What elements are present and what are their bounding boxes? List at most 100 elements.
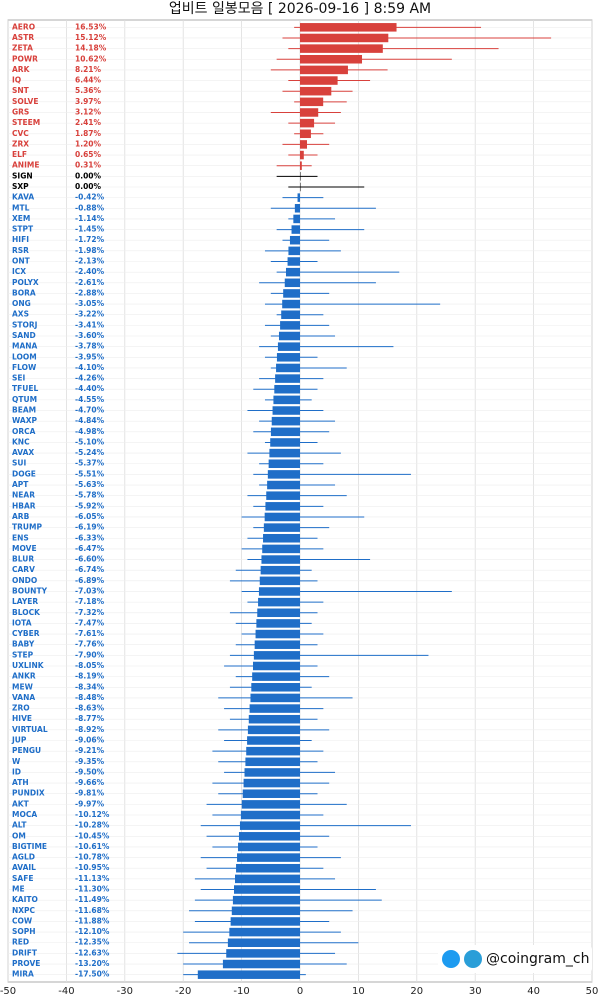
value-label: -9.35% bbox=[75, 757, 105, 766]
bar bbox=[238, 842, 300, 852]
bar bbox=[247, 736, 300, 745]
category-label: AKT bbox=[12, 799, 30, 808]
bar bbox=[267, 470, 300, 479]
value-label: -3.78% bbox=[75, 342, 105, 351]
value-label: 6.44% bbox=[75, 76, 102, 85]
bar bbox=[264, 512, 300, 522]
category-label: VANA bbox=[12, 693, 35, 702]
bar bbox=[282, 299, 300, 309]
category-label: BORA bbox=[12, 288, 36, 297]
bar bbox=[300, 182, 301, 192]
bar bbox=[252, 661, 300, 671]
category-label: AGLD bbox=[12, 853, 35, 862]
bar bbox=[300, 172, 301, 181]
value-label: -7.32% bbox=[75, 608, 105, 617]
category-label: ORCA bbox=[12, 427, 36, 436]
value-label: -9.66% bbox=[75, 778, 105, 787]
bar bbox=[270, 427, 300, 437]
category-label: TRUMP bbox=[12, 523, 42, 532]
bar bbox=[283, 289, 300, 298]
value-label: 8.21% bbox=[75, 65, 102, 74]
value-label: 0.00% bbox=[75, 171, 102, 180]
value-label: -12.63% bbox=[75, 948, 110, 957]
category-label: XEM bbox=[12, 214, 30, 223]
category-label: QTUM bbox=[12, 395, 37, 404]
bar bbox=[300, 33, 389, 43]
category-label: HIVE bbox=[12, 714, 32, 723]
bar bbox=[245, 757, 300, 767]
category-label: ATH bbox=[12, 778, 29, 787]
value-label: -1.14% bbox=[75, 214, 105, 223]
category-label: ZRO bbox=[12, 704, 30, 713]
category-label: KAVA bbox=[12, 193, 34, 202]
value-label: -3.05% bbox=[75, 299, 105, 308]
value-label: 3.12% bbox=[75, 107, 102, 116]
bar bbox=[274, 384, 300, 394]
value-label: -4.26% bbox=[75, 374, 105, 383]
category-label: SEI bbox=[12, 374, 26, 383]
value-label: -6.19% bbox=[75, 523, 105, 532]
category-label: MEW bbox=[12, 682, 34, 691]
value-label: -1.98% bbox=[75, 246, 105, 255]
bar bbox=[247, 725, 300, 735]
category-label: ONT bbox=[12, 257, 31, 266]
value-label: -5.51% bbox=[75, 469, 105, 478]
category-label: TFUEL bbox=[12, 384, 38, 393]
category-label: PUNDIX bbox=[12, 789, 45, 798]
value-label: -5.92% bbox=[75, 501, 105, 510]
value-label: 1.87% bbox=[75, 129, 102, 138]
x-tick-label: 20 bbox=[410, 986, 423, 997]
category-label: ME bbox=[12, 885, 25, 894]
value-label: -11.49% bbox=[75, 895, 110, 904]
value-label: -12.10% bbox=[75, 927, 110, 936]
value-label: -9.06% bbox=[75, 736, 105, 745]
value-label: -5.63% bbox=[75, 480, 105, 489]
category-label: ELF bbox=[12, 150, 27, 159]
category-label: ARB bbox=[12, 512, 30, 521]
value-label: -6.89% bbox=[75, 576, 105, 585]
category-label: ASTR bbox=[12, 33, 34, 42]
value-label: 14.18% bbox=[75, 44, 107, 53]
value-label: -1.45% bbox=[75, 225, 105, 234]
value-label: -11.88% bbox=[75, 916, 110, 925]
value-label: 0.31% bbox=[75, 161, 102, 170]
category-label: MOVE bbox=[12, 544, 37, 553]
bar bbox=[197, 970, 300, 979]
x-tick-label: -10 bbox=[233, 986, 249, 997]
bar bbox=[231, 906, 300, 916]
value-label: 3.97% bbox=[75, 97, 102, 106]
bar bbox=[249, 704, 300, 713]
category-label: FLOW bbox=[12, 363, 37, 372]
value-label: -7.90% bbox=[75, 650, 105, 659]
category-label: ICX bbox=[12, 267, 26, 276]
category-label: POWR bbox=[12, 54, 38, 63]
category-label: DOGE bbox=[12, 469, 36, 478]
category-label: NXPC bbox=[12, 906, 36, 915]
value-label: -0.88% bbox=[75, 203, 105, 212]
category-label: AERO bbox=[12, 22, 35, 31]
value-label: -9.97% bbox=[75, 799, 105, 808]
category-label: IOTA bbox=[12, 618, 32, 627]
bar bbox=[269, 448, 300, 458]
category-label: ANIME bbox=[12, 161, 39, 170]
x-tick-label: 10 bbox=[352, 986, 365, 997]
value-label: -9.50% bbox=[75, 767, 105, 776]
category-label: MOCA bbox=[12, 810, 37, 819]
bar bbox=[300, 65, 348, 75]
value-label: -2.13% bbox=[75, 257, 105, 266]
value-label: -2.40% bbox=[75, 267, 105, 276]
category-label: IQ bbox=[12, 76, 21, 85]
bar bbox=[273, 395, 300, 405]
value-label: -10.12% bbox=[75, 810, 110, 819]
value-label: -8.77% bbox=[75, 714, 105, 723]
category-label: APT bbox=[12, 480, 29, 489]
bar bbox=[230, 917, 300, 926]
bar bbox=[240, 810, 300, 820]
value-label: -3.22% bbox=[75, 310, 105, 319]
category-label: SUI bbox=[12, 459, 26, 468]
category-label: BIGTIME bbox=[12, 842, 47, 851]
bar bbox=[263, 523, 300, 532]
value-label: -7.76% bbox=[75, 640, 105, 649]
category-label: SAND bbox=[12, 331, 36, 340]
bar bbox=[259, 576, 300, 586]
